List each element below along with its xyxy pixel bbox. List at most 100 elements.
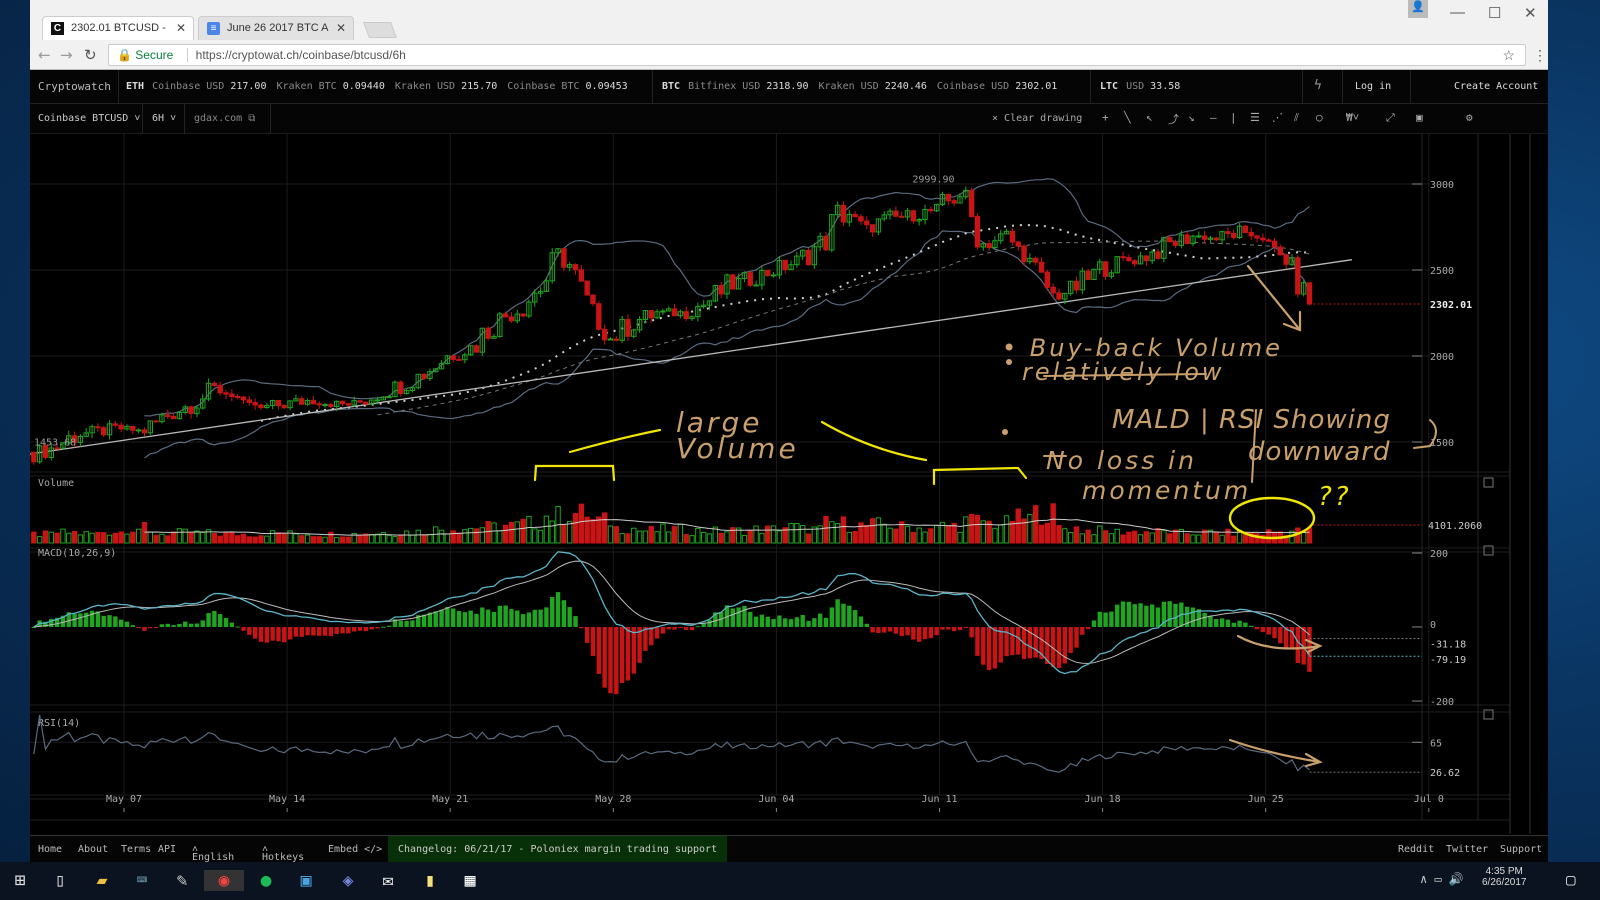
brand-logo[interactable]: Cryptowatch bbox=[38, 80, 111, 93]
candle bbox=[805, 249, 812, 266]
close-window-button[interactable]: ✕ bbox=[1524, 5, 1537, 22]
close-tab-icon[interactable]: ✕ bbox=[175, 21, 186, 35]
ticker-item[interactable]: Kraken USD 215.70 bbox=[395, 81, 497, 92]
candle bbox=[1289, 257, 1295, 265]
exchange-link[interactable]: gdax.com ⧉ bbox=[194, 113, 256, 124]
ray-tool-icon[interactable]: ↖ bbox=[1146, 111, 1153, 124]
changelog-link[interactable]: Changelog: 06/21/17 - Poloniex margin tr… bbox=[388, 836, 728, 863]
indicators-icon[interactable]: ₩˅ bbox=[1346, 111, 1360, 124]
volume-bar bbox=[1137, 534, 1144, 544]
notifications-icon[interactable]: ▢ bbox=[1566, 870, 1576, 889]
fib-fan-icon[interactable]: ⋰ bbox=[1272, 111, 1283, 124]
profile-icon[interactable]: 👤 bbox=[1408, 0, 1428, 18]
footer-link-reddit[interactable]: Reddit bbox=[1398, 844, 1435, 855]
bookmark-star-icon[interactable]: ☆ bbox=[1502, 47, 1515, 63]
volume-bar bbox=[217, 535, 223, 544]
close-pane-icon[interactable] bbox=[1483, 709, 1494, 720]
volume-bar bbox=[409, 534, 416, 544]
ticker-item[interactable]: Kraken BTC 0.09440 bbox=[276, 81, 384, 92]
volume-bar bbox=[735, 527, 742, 544]
parallel-lines-icon[interactable]: ☰ bbox=[1250, 111, 1260, 124]
candle bbox=[666, 308, 672, 312]
embed-link[interactable]: Embed </> bbox=[328, 844, 383, 855]
language-select[interactable]: English ˄ bbox=[192, 844, 235, 863]
maximize-button[interactable]: ☐ bbox=[1488, 5, 1502, 22]
login-link[interactable]: Log in bbox=[1355, 81, 1392, 92]
ticker-item[interactable]: USD 33.58 bbox=[1126, 81, 1180, 92]
ticker-item[interactable]: Coinbase BTC 0.09453 bbox=[507, 81, 627, 92]
fullscreen-icon[interactable]: ⤢ bbox=[1386, 111, 1395, 124]
ticker-item[interactable]: Kraken USD 2240.46 bbox=[819, 81, 927, 92]
footer-link-support[interactable]: Support bbox=[1500, 844, 1543, 855]
network-app-icon[interactable]: ⌨ bbox=[136, 870, 148, 891]
volume-bar bbox=[671, 526, 678, 544]
horizontal-line-icon[interactable]: – bbox=[1210, 111, 1217, 124]
system-tray-icons[interactable]: ∧ ▭ 🔊 bbox=[1420, 872, 1464, 886]
create-account-link[interactable]: Create Account bbox=[1454, 81, 1539, 92]
close-tab-icon[interactable]: ✕ bbox=[335, 21, 346, 35]
close-pane-icon[interactable] bbox=[1483, 545, 1494, 556]
tab-cryptowatch[interactable]: C 2302.01 BTCUSD - Coinb ✕ bbox=[42, 16, 194, 40]
macd-hist-bar bbox=[159, 624, 165, 627]
windows-start-icon[interactable]: ⊞ bbox=[14, 870, 26, 891]
candle bbox=[881, 214, 887, 220]
new-tab-button[interactable] bbox=[363, 22, 397, 38]
settings-gear-icon[interactable]: ⚙ bbox=[1466, 111, 1473, 124]
lightning-icon[interactable]: ϟ bbox=[1314, 78, 1322, 93]
url-input[interactable]: 🔒 Secure https://cryptowat.ch/coinbase/b… bbox=[108, 44, 1547, 66]
volume-bar bbox=[666, 531, 672, 544]
minimize-button[interactable]: — bbox=[1450, 4, 1465, 21]
paint-icon[interactable]: ✎ bbox=[176, 870, 188, 891]
pitchfork-icon[interactable]: ⫽ bbox=[1294, 111, 1299, 124]
x-tick-label: Jun 11 bbox=[921, 794, 957, 805]
reload-icon[interactable]: ↻ bbox=[84, 46, 97, 64]
candle bbox=[753, 284, 759, 287]
arrow-tool-icon[interactable]: ↘ bbox=[1188, 111, 1195, 124]
calculator-icon[interactable]: ▦ bbox=[464, 870, 476, 891]
sticky-notes-icon[interactable]: ▮ bbox=[424, 870, 436, 891]
app-icon[interactable]: ▣ bbox=[300, 870, 312, 891]
hotkeys-menu[interactable]: Hotkeys ˄ bbox=[262, 844, 305, 863]
macd-hist-bar bbox=[142, 627, 147, 631]
macd-hist-bar bbox=[649, 627, 654, 646]
volume-bar bbox=[899, 521, 905, 544]
line-tool-icon[interactable]: ╲ bbox=[1124, 111, 1131, 124]
candle bbox=[549, 252, 555, 282]
vertical-line-icon[interactable]: | bbox=[1230, 111, 1237, 124]
file-explorer-icon[interactable]: ▰ bbox=[96, 870, 108, 891]
chrome-icon[interactable]: ◉ bbox=[204, 870, 244, 891]
screenshot-icon[interactable]: ▣ bbox=[1416, 111, 1423, 124]
crosshair-tool-icon[interactable]: + bbox=[1102, 111, 1109, 124]
candle bbox=[217, 385, 223, 394]
back-icon[interactable]: ← bbox=[38, 46, 51, 64]
candle bbox=[794, 255, 800, 266]
candle bbox=[671, 308, 678, 317]
mail-icon[interactable]: ✉ bbox=[382, 870, 394, 891]
circle-tool-icon[interactable]: ○ bbox=[1316, 111, 1323, 124]
ticker-item[interactable]: Coinbase USD 217.00 bbox=[152, 81, 266, 92]
volume-bar bbox=[1300, 531, 1307, 544]
discord-icon[interactable]: ◈ bbox=[342, 870, 354, 891]
close-pane-icon[interactable] bbox=[1483, 477, 1494, 488]
period-select[interactable]: 6H ˅ bbox=[152, 113, 177, 124]
macd-hist-bar bbox=[608, 627, 613, 694]
footer-link-api[interactable]: API bbox=[158, 844, 177, 855]
price-chart[interactable]: May 07 May 14 May 21 May 28 Jun 04 Jun 11 Jun … bbox=[30, 134, 1548, 834]
footer-link-twitter[interactable]: Twitter bbox=[1446, 844, 1489, 855]
footer-link-terms[interactable]: Terms bbox=[121, 844, 152, 855]
ticker-item[interactable]: Bitfinex USD 2318.90 bbox=[688, 81, 808, 92]
task-view-icon[interactable]: ▯ bbox=[54, 870, 66, 891]
clock[interactable]: 4:35 PM 6/26/2017 bbox=[1482, 866, 1527, 888]
candle bbox=[54, 447, 60, 450]
curve-tool-icon[interactable]: ⤴ bbox=[1168, 113, 1179, 126]
ticker-item[interactable]: Coinbase USD 2302.01 bbox=[937, 81, 1057, 92]
market-select[interactable]: Coinbase BTCUSD ˅ bbox=[38, 113, 141, 124]
clear-drawing-button[interactable]: × Clear drawing bbox=[992, 113, 1083, 124]
tab-analysis-doc[interactable]: ≡ June 26 2017 BTC Analys ✕ bbox=[198, 16, 354, 40]
spotify-icon[interactable]: ● bbox=[260, 870, 272, 891]
footer-link-about[interactable]: About bbox=[78, 844, 109, 855]
footer-link-home[interactable]: Home bbox=[38, 844, 63, 855]
forward-icon[interactable]: → bbox=[60, 46, 73, 64]
browser-menu-icon[interactable]: ⋮ bbox=[1533, 47, 1547, 63]
volume-bar bbox=[310, 536, 317, 544]
